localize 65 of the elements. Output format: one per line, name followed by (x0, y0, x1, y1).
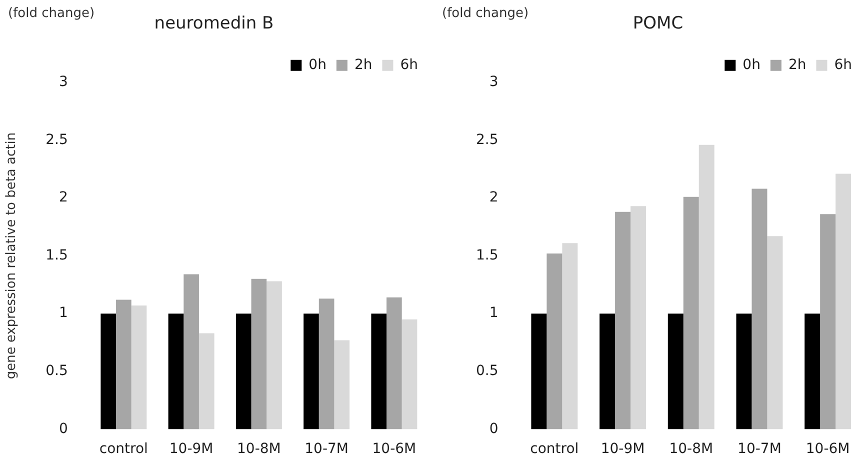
text: (fold change) (8, 6, 95, 21)
legend-label: 0h (742, 57, 760, 74)
x-tick-label: 10-8M (669, 441, 714, 458)
bar (630, 206, 646, 430)
y-tick-label: 1 (489, 305, 498, 322)
y-tick-label: 0.5 (46, 363, 68, 380)
bar (304, 314, 319, 430)
bar (266, 281, 282, 430)
y-tick-label: 2 (489, 190, 498, 206)
x-tick-label: 10-9M (600, 441, 645, 458)
x-tick-label: control (99, 441, 148, 458)
x-tick-label: 10-9M (169, 441, 214, 458)
legend-label: 2h (788, 57, 806, 74)
bar (402, 319, 418, 430)
x-tick-label: control (530, 441, 579, 458)
bar (698, 144, 714, 430)
y-tick-label: 3 (58, 74, 68, 90)
x-tick-label: 10-6M (372, 441, 416, 458)
bar (683, 196, 699, 430)
bar (752, 188, 768, 430)
bar (131, 306, 147, 430)
bar (386, 297, 402, 430)
bar (236, 314, 252, 430)
y-axis-title: gene expression relative to beta actin (4, 132, 20, 380)
bar (736, 314, 752, 430)
y-tick-label: 2.5 (46, 132, 68, 148)
y-tick-label: 0.5 (476, 363, 498, 380)
bar (168, 314, 184, 430)
legend-label: 6h (834, 57, 852, 74)
bar (251, 278, 267, 430)
y-tick-label: 1.5 (476, 247, 498, 264)
chart-title: POMC (632, 14, 684, 34)
y-tick-label: 0 (489, 420, 498, 437)
bar (184, 274, 199, 430)
y-tick-label: 3 (489, 74, 498, 90)
y-tick-label: 1 (58, 305, 68, 322)
y-tick-label: 2.5 (476, 132, 498, 148)
bar (562, 243, 578, 430)
legend-label: 0h (308, 57, 326, 74)
bar (334, 340, 350, 430)
y-tick-label: 1.5 (46, 247, 68, 264)
x-tick-label: 10-6M (806, 441, 850, 458)
bar (198, 333, 214, 430)
x-tick-label: 10-7M (304, 441, 348, 458)
bar (804, 314, 820, 430)
bar (767, 236, 783, 430)
bar (318, 298, 334, 430)
bar (600, 314, 616, 430)
bar (116, 300, 132, 430)
bar (820, 214, 836, 430)
y-tick-label: 0 (58, 420, 68, 437)
bar (531, 314, 547, 430)
x-tick-label: 10-8M (237, 441, 281, 458)
bar (836, 174, 852, 430)
bar (615, 212, 631, 430)
bar (668, 314, 684, 430)
x-tick-label: 10-7M (738, 441, 782, 458)
bar (546, 253, 562, 430)
chart-title: neuromedin B (154, 14, 274, 34)
legend-label: 2h (354, 57, 372, 74)
bar (371, 314, 387, 430)
bar (100, 314, 116, 430)
text: (fold change) (442, 6, 529, 21)
legend-label: 6h (400, 57, 418, 74)
y-tick-label: 2 (58, 190, 68, 206)
